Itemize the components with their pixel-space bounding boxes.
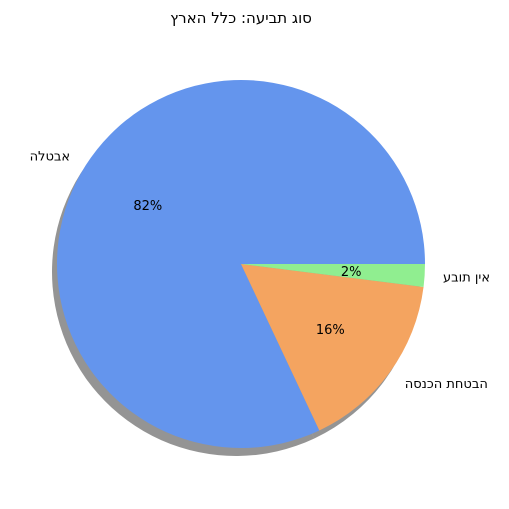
pie-slice	[241, 264, 425, 288]
slice-category-label: אין תובע	[443, 271, 490, 286]
pie-labels: 82% אבטלה 16% הבטחת הכנסה 2% אין תובע	[30, 150, 490, 392]
slice-percent-label: 82%	[133, 199, 162, 214]
slice-percent-label: 16%	[316, 323, 345, 338]
slice-category-label: הבטחת הכנסה	[405, 377, 488, 392]
slice-percent-label: 2%	[341, 265, 362, 280]
pie-slice	[241, 264, 424, 431]
pie-slices	[57, 80, 425, 448]
chart-title: סוג תביעה: כלל הארץ	[170, 9, 312, 27]
slice-category-label: אבטלה	[30, 150, 71, 165]
